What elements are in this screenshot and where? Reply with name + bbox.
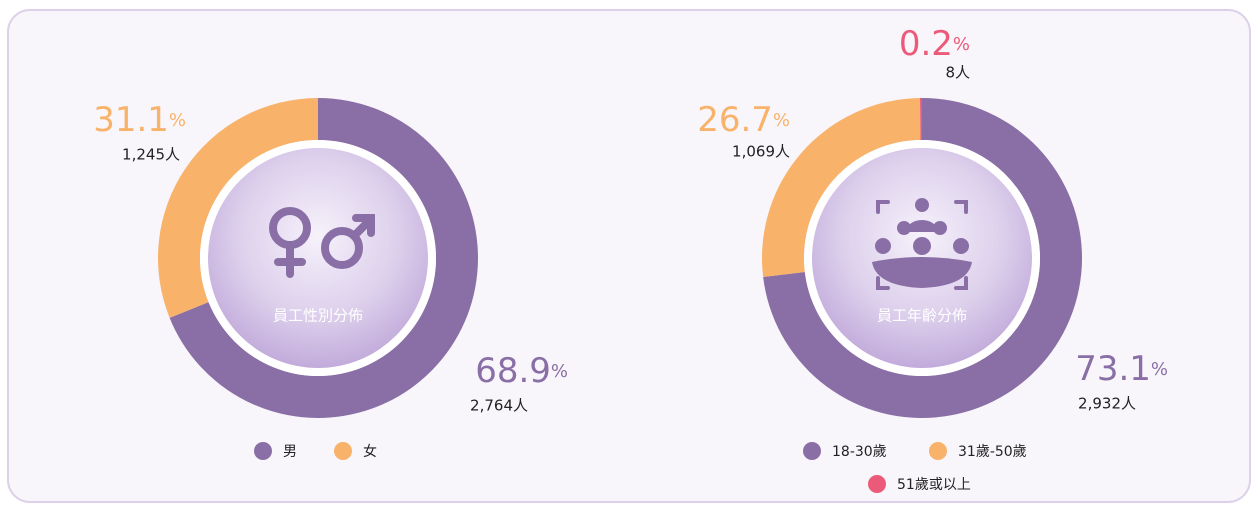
legend-label: 31歲-50歲 (958, 444, 1027, 460)
chart-title: 員工性別分佈 (273, 307, 363, 325)
legend-swatch (868, 475, 886, 493)
value-number: 68.9 (475, 351, 551, 391)
value-number: 73.1 (1075, 349, 1151, 389)
value-label: 26.7% (697, 100, 790, 140)
legend-label: 男 (283, 444, 297, 460)
gender-icon (269, 207, 375, 278)
legend-swatch (803, 442, 821, 460)
value-unit: % (773, 110, 790, 131)
legend-label: 女 (363, 443, 377, 460)
legend-label: 18-30歲 (832, 444, 887, 460)
value-label: 31.1% (93, 100, 186, 140)
value-number: 31.1 (93, 100, 169, 140)
value-label: 68.9% (475, 351, 568, 391)
value-unit: % (169, 110, 186, 131)
donut-segment (762, 98, 921, 278)
value-label: 0.2% (899, 24, 970, 64)
chart-title: 員工年齡分佈 (877, 307, 967, 325)
count-label: 2,764人 (470, 397, 528, 415)
legend-label: 51歲或以上 (897, 477, 971, 493)
value-number: 26.7 (697, 100, 773, 140)
donut-segment (158, 98, 318, 318)
donut-segment (919, 98, 922, 141)
legend-swatch (254, 442, 272, 460)
value-label: 73.1% (1075, 349, 1168, 389)
inner-disc (208, 148, 428, 368)
value-number: 0.2 (899, 24, 953, 64)
legend-swatch (334, 442, 352, 460)
count-label: 2,932人 (1078, 395, 1136, 413)
value-unit: % (953, 34, 970, 55)
value-unit: % (551, 361, 568, 382)
count-label: 1,069人 (732, 143, 790, 161)
count-label: 1,245人 (122, 146, 180, 164)
count-label: 8人 (945, 64, 970, 82)
legend-swatch (929, 442, 947, 460)
value-unit: % (1151, 359, 1168, 380)
people-icon (872, 198, 972, 290)
